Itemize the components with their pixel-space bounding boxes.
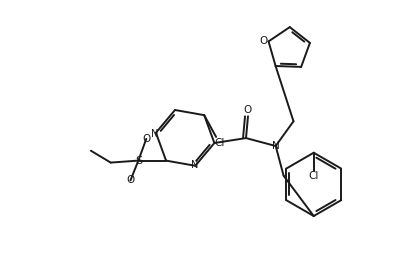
Text: O: O (244, 105, 252, 115)
Text: O: O (126, 176, 135, 185)
Text: O: O (142, 134, 150, 144)
Text: O: O (259, 36, 268, 46)
Text: N: N (272, 141, 280, 151)
Text: Cl: Cl (215, 138, 225, 148)
Text: N: N (151, 129, 159, 139)
Text: N: N (190, 160, 198, 170)
Text: Cl: Cl (308, 171, 319, 181)
Text: S: S (135, 156, 142, 166)
